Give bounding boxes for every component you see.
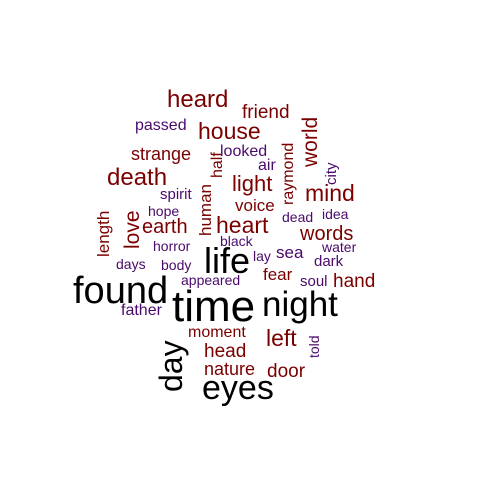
word-body: body [161,257,192,273]
word-heart: heart [216,212,269,238]
word-dead: dead [282,209,314,225]
word-lay: lay [253,248,271,264]
word-sea: sea [276,243,304,262]
word-strange: strange [131,144,192,164]
word-moment: moment [188,324,246,341]
word-left: left [266,325,297,351]
word-water: water [322,239,357,255]
word-looked: looked [220,143,268,160]
word-found: found [73,270,169,312]
word-nature: nature [204,359,256,379]
word-day: day [153,340,189,392]
word-love: love [121,210,144,249]
word-appeared: appeared [181,272,241,288]
word-door: door [267,361,306,382]
word-father: father [121,302,162,319]
word-life: life [204,240,251,281]
word-told: told [306,335,322,358]
word-city: city [323,162,340,186]
word-head: head [204,341,247,362]
word-passed: passed [135,117,187,134]
word-horror: horror [153,238,191,254]
word-idea: idea [322,206,349,222]
word-voice: voice [235,196,275,215]
word-light: light [232,171,273,196]
word-black: black [220,233,253,249]
word-death: death [107,164,168,191]
word-house: house [198,118,261,144]
word-friend: friend [242,102,290,123]
word-world: world [299,116,322,167]
word-night: night [262,285,338,324]
word-heard: heard [167,86,229,113]
word-time: time [172,282,256,331]
word-earth: earth [142,216,188,238]
word-raymond: raymond [280,142,297,205]
word-hope: hope [148,203,180,219]
word-words: words [300,223,354,245]
word-air: air [258,157,276,174]
word-spirit: spirit [160,186,192,203]
word-mind: mind [305,180,355,206]
word-eyes: eyes [202,369,274,407]
word-dark: dark [314,253,344,270]
word-soul: soul [300,273,328,290]
word-human: human [196,184,215,236]
word-days: days [116,256,146,272]
word-length: length [94,210,113,257]
word-fear: fear [263,265,293,284]
word-hand: hand [333,271,376,292]
